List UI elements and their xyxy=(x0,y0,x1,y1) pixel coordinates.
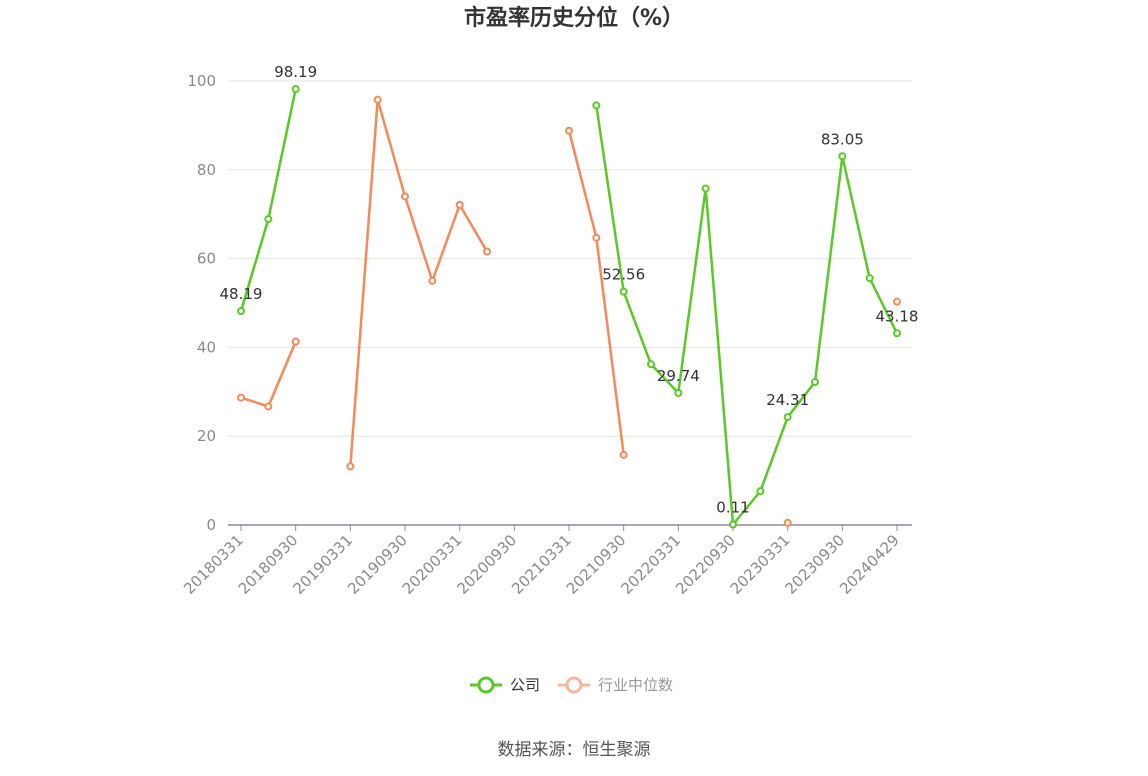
series-0-point[interactable] xyxy=(756,487,765,496)
data-source: 数据来源：恒生聚源 xyxy=(498,740,651,760)
y-tick-label: 40 xyxy=(197,338,216,356)
series-1-point[interactable] xyxy=(428,276,437,285)
series-1-point[interactable] xyxy=(264,402,273,411)
grid-lines xyxy=(228,80,912,437)
data-label: 48.19 xyxy=(220,285,263,303)
series-0-point[interactable] xyxy=(674,388,683,397)
y-axis: 0 20 40 60 80 100 xyxy=(187,72,216,534)
data-label: 24.31 xyxy=(766,391,809,409)
series-0-point[interactable] xyxy=(865,274,874,283)
series-0-point[interactable] xyxy=(619,287,628,296)
series-0-point[interactable] xyxy=(264,215,273,224)
series-0-point[interactable] xyxy=(647,360,655,369)
y-tick-label: 0 xyxy=(206,516,216,534)
series-0-line xyxy=(239,88,297,312)
x-axis: 2018033120180930201903312019093020200331… xyxy=(180,524,912,598)
chart-title: 市盈率历史分位（%） xyxy=(464,5,684,31)
series-1-line xyxy=(349,98,489,467)
series-1-point[interactable] xyxy=(783,518,792,527)
series-1-point[interactable] xyxy=(565,126,573,135)
series-1-point[interactable] xyxy=(401,192,409,201)
series-0-point[interactable] xyxy=(783,413,792,422)
series-1-point[interactable] xyxy=(592,233,601,242)
y-tick-label: 20 xyxy=(197,427,216,445)
x-tick-label: 20240429 xyxy=(836,531,903,598)
data-label: 0.11 xyxy=(716,499,749,517)
legend: 公司 行业中位数 xyxy=(470,676,673,694)
series-0-point[interactable] xyxy=(893,329,901,338)
y-tick-label: 100 xyxy=(187,72,216,90)
series-1-point[interactable] xyxy=(373,95,382,104)
series-1-line xyxy=(567,130,625,456)
series-0-line xyxy=(595,105,899,526)
data-label: 98.19 xyxy=(274,63,317,81)
series-0-point[interactable] xyxy=(701,184,710,193)
series-1-point[interactable] xyxy=(291,337,300,346)
series-1-point[interactable] xyxy=(346,462,355,471)
series-0-point[interactable] xyxy=(811,378,819,387)
series-0-point[interactable] xyxy=(729,520,737,529)
series-1-point[interactable] xyxy=(483,247,491,256)
data-label: 83.05 xyxy=(821,130,864,148)
series-1-line xyxy=(240,341,297,408)
series-1-point[interactable] xyxy=(237,393,245,402)
series-lines xyxy=(239,88,899,526)
series-1-point[interactable] xyxy=(893,297,901,306)
series-1-point[interactable] xyxy=(455,200,464,209)
data-label: 52.56 xyxy=(602,266,645,284)
legend-item-company[interactable]: 公司 xyxy=(470,676,540,694)
data-labels: 48.19 98.19 52.56 29.74 0.11 24.31 83.05 43.18 xyxy=(220,63,919,516)
data-label: 43.18 xyxy=(876,307,919,325)
legend-label-company: 公司 xyxy=(510,676,540,694)
series-0-point[interactable] xyxy=(592,101,601,110)
legend-item-industry-median[interactable]: 行业中位数 xyxy=(558,676,673,694)
series-points xyxy=(237,85,901,529)
series-0-point[interactable] xyxy=(291,85,300,94)
data-label: 29.74 xyxy=(657,367,700,385)
series-1-point[interactable] xyxy=(619,450,628,459)
series-0-point[interactable] xyxy=(838,152,847,161)
y-tick-label: 80 xyxy=(197,161,216,179)
series-0-point[interactable] xyxy=(237,307,245,316)
legend-label-industry-median: 行业中位数 xyxy=(598,676,673,694)
y-tick-label: 60 xyxy=(197,250,216,268)
